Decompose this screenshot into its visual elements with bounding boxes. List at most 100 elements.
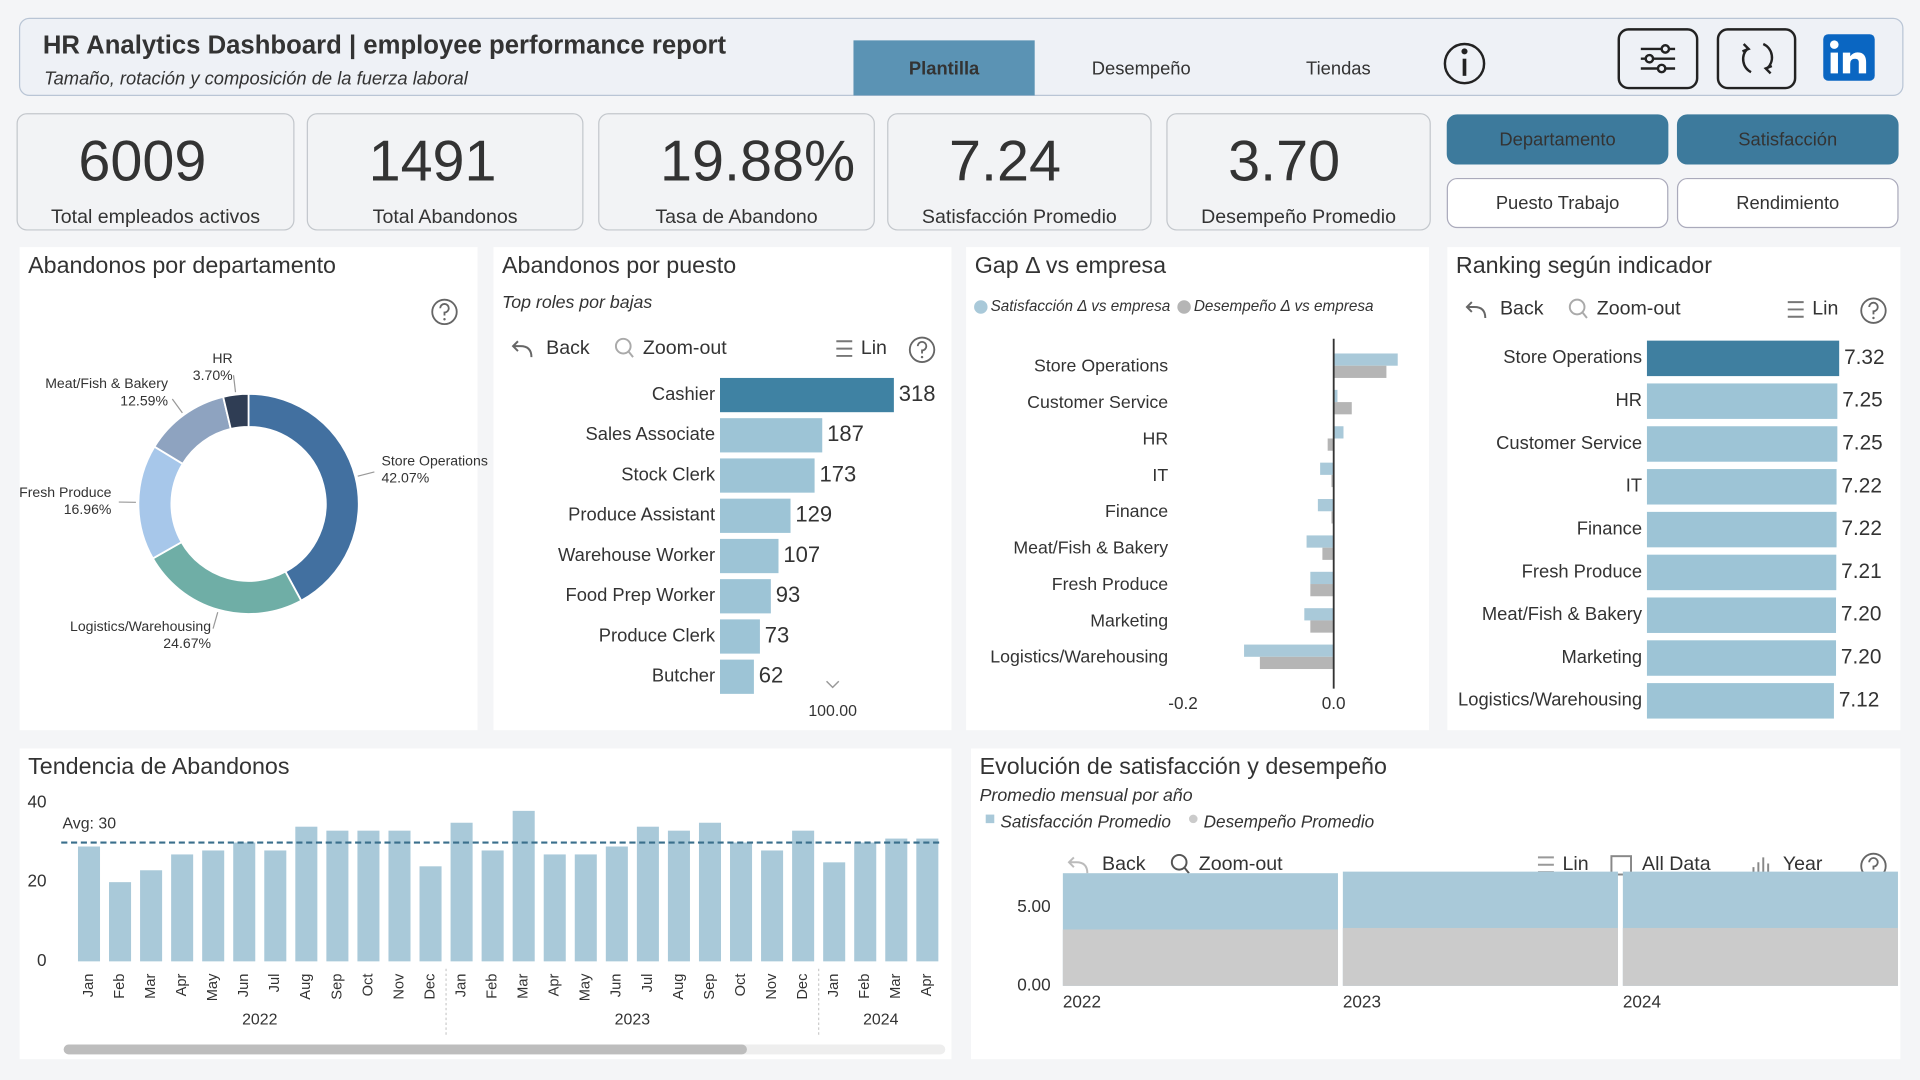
legend-label: Satisfacción Promedio [1000, 812, 1170, 832]
bar-value: 129 [795, 502, 832, 527]
bar [450, 822, 473, 962]
bar [636, 826, 659, 962]
back-icon[interactable] [1067, 856, 1089, 874]
kpi-card [306, 113, 584, 231]
back-icon[interactable] [1465, 301, 1487, 319]
area-band [1622, 927, 1898, 986]
bar-value: 107 [783, 542, 820, 567]
bar-label: Store Operations [1503, 346, 1642, 367]
tab[interactable]: Plantilla [909, 58, 980, 79]
toolbar-button[interactable]: Back [1500, 298, 1544, 320]
zoom-icon[interactable] [614, 337, 632, 355]
zoom-icon[interactable] [1183, 866, 1190, 874]
bar [1310, 571, 1334, 585]
bar-value: 7.12 [1839, 688, 1880, 711]
legend-marker [974, 300, 988, 314]
scrollbar-thumb[interactable] [63, 1044, 747, 1055]
bar-value: 173 [819, 461, 856, 486]
bar-label: HR [1616, 389, 1643, 410]
filter-label[interactable]: Puesto Trabajo [1496, 192, 1619, 213]
filter-button[interactable] [1446, 177, 1669, 229]
back-icon[interactable] [511, 340, 533, 358]
x-tick-label: Jan [826, 974, 842, 998]
toolbar-button[interactable]: Back [546, 337, 590, 359]
help-icon[interactable] [439, 303, 450, 316]
legend-label: Desempeño Promedio [1204, 812, 1374, 832]
help-icon[interactable] [1868, 857, 1879, 870]
zoom-icon[interactable] [1568, 298, 1586, 316]
slice-value: 24.67% [163, 635, 211, 651]
help-icon[interactable] [1860, 297, 1887, 324]
filter-label[interactable]: Satisfacción [1738, 129, 1837, 150]
columns-icon[interactable] [1751, 857, 1776, 876]
bar-label: Customer Service [1496, 432, 1642, 453]
info-icon[interactable] [1443, 42, 1486, 85]
bar-label: Produce Clerk [599, 624, 716, 645]
settings-button[interactable] [1617, 28, 1699, 90]
tab[interactable]: Desempeño [1092, 58, 1191, 79]
bar-label: HR [1143, 428, 1169, 448]
bar [1320, 462, 1334, 475]
bar [1322, 547, 1334, 560]
refresh-button[interactable] [1716, 28, 1797, 90]
toolbar-button[interactable]: Lin [1812, 298, 1838, 320]
bar [109, 882, 132, 962]
toolbar-button[interactable]: Year [1783, 853, 1823, 875]
chart-title: Abandonos por departamento [28, 252, 336, 278]
bar-label: Fresh Produce [1052, 574, 1169, 594]
bar [1310, 620, 1334, 633]
bar-value: 7.25 [1842, 431, 1883, 454]
calendar-icon[interactable] [1610, 855, 1632, 876]
zoom-icon[interactable] [1581, 311, 1588, 319]
bar [574, 854, 597, 962]
toolbar-button[interactable]: Zoom-out [643, 337, 727, 359]
slice-label: Store Operations [381, 452, 487, 468]
bar [140, 870, 163, 962]
help-icon[interactable] [1868, 301, 1879, 315]
bar-value: 73 [765, 622, 790, 647]
bar [1317, 499, 1334, 512]
help-icon[interactable] [916, 340, 928, 354]
filter-label[interactable]: Rendimiento [1736, 192, 1839, 213]
toolbar-button[interactable]: All Data [1642, 853, 1711, 875]
kpi-value: 3.70 [1228, 129, 1340, 193]
help-icon[interactable] [1872, 316, 1875, 320]
bar-label: Sales Associate [586, 423, 716, 444]
slice-value: 42.07% [381, 469, 429, 485]
toolbar-button[interactable]: Lin [861, 337, 887, 359]
bar-label: Meat/Fish & Bakery [1482, 603, 1643, 624]
help-icon[interactable] [920, 355, 924, 359]
filter-button[interactable] [1676, 177, 1899, 229]
zoom-icon[interactable] [1170, 853, 1188, 871]
toolbar-button[interactable]: Back [1102, 853, 1146, 875]
toolbar-button[interactable]: Lin [1562, 853, 1588, 875]
toolbar-button[interactable]: Zoom-out [1199, 853, 1283, 875]
legend-label: Satisfacción Δ vs empresa [991, 298, 1171, 315]
x-tick-label: May [205, 973, 221, 1001]
filter-button[interactable] [1676, 114, 1899, 165]
linkedin-logo[interactable] [1823, 34, 1875, 81]
help-icon[interactable] [908, 336, 936, 363]
tab-active[interactable] [853, 40, 1035, 96]
kpi-card [1166, 113, 1431, 231]
chart-title: Gap Δ vs empresa [975, 252, 1166, 278]
tab[interactable]: Tiendas [1306, 58, 1371, 79]
filter-label[interactable]: Departamento [1499, 129, 1615, 150]
axis-note: 100.00 [808, 703, 857, 720]
zoom-icon[interactable] [627, 350, 634, 358]
toolbar-button[interactable]: Zoom-out [1597, 298, 1681, 320]
x-tick-label: Sep [329, 974, 345, 1000]
help-icon[interactable] [443, 318, 446, 321]
bar [1646, 640, 1837, 676]
filter-button[interactable] [1446, 114, 1669, 165]
bar [1310, 584, 1334, 597]
x-tick-label: Aug [298, 974, 314, 1000]
x-tick-label: Nov [391, 973, 407, 1000]
slice-value: 16.96% [64, 501, 112, 517]
kpi-card [16, 113, 295, 231]
bar [388, 830, 411, 962]
help-icon[interactable] [431, 298, 458, 326]
x-tick-label: 0.0 [1322, 693, 1346, 713]
bar [854, 842, 877, 962]
